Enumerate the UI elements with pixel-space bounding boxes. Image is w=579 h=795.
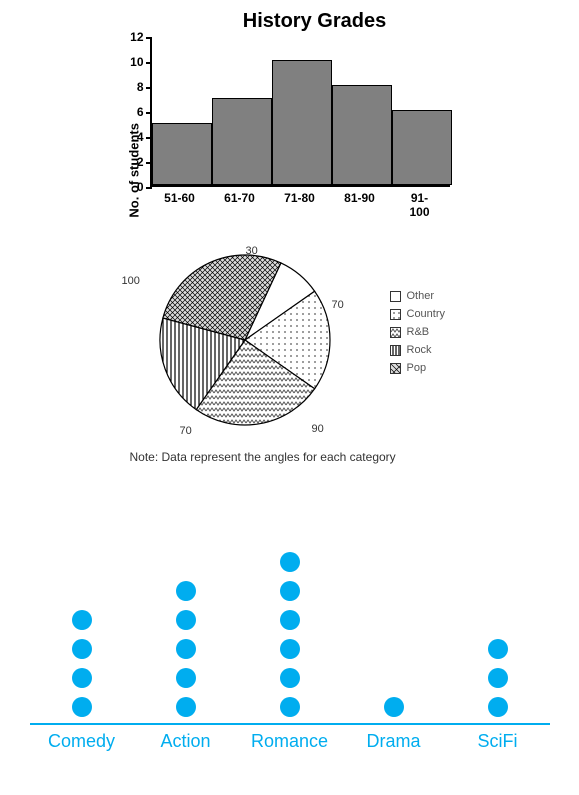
pie-legend-item: Pop <box>390 362 446 374</box>
pie-legend-swatch <box>390 345 401 356</box>
dot-plot-category-label: Drama <box>366 731 420 752</box>
dot-plot-dot <box>176 581 196 601</box>
pie-slice-value-label: 90 <box>312 423 324 435</box>
bar-chart-category-label: 81-90 <box>344 191 375 205</box>
pie-legend-item: R&B <box>390 326 446 338</box>
pie-legend-label: Country <box>407 308 446 320</box>
bar-chart-ytick-label: 8 <box>124 80 144 94</box>
music-pie-chart: 30 70 90 70 100 Other Country R&B Rock Pop Note:… <box>60 245 520 485</box>
bar-chart-ytick-label: 0 <box>124 180 144 194</box>
pie-slice-value-label: 70 <box>180 425 192 437</box>
dot-plot-dot <box>280 639 300 659</box>
dot-plot-dot <box>384 697 404 717</box>
pie-legend-label: Rock <box>407 344 432 356</box>
bar-chart-plot-area: 024681012 <box>150 37 450 187</box>
bar-chart-bar <box>272 60 332 185</box>
dot-plot-dot <box>280 581 300 601</box>
pie-legend-item: Other <box>390 290 446 302</box>
bar-chart-bar <box>332 85 392 185</box>
pie-legend-item: Rock <box>390 344 446 356</box>
bar-chart-ytick-label: 6 <box>124 105 144 119</box>
dot-plot-dot <box>176 610 196 630</box>
pie-legend-label: R&B <box>407 326 430 338</box>
bar-chart-category-label: 61-70 <box>224 191 255 205</box>
dot-plot-x-axis: Comedy Action Romance Drama SciFi <box>30 725 550 755</box>
dot-plot-category-label: Comedy <box>48 731 115 752</box>
bar-chart-ytick-label: 12 <box>124 30 144 44</box>
movie-genre-dot-plot: Comedy Action Romance Drama SciFi <box>30 535 550 795</box>
dot-plot-dot <box>488 668 508 688</box>
bar-chart-title: History Grades <box>140 10 490 33</box>
bar-chart-bar <box>212 98 272 186</box>
pie-legend-swatch <box>390 327 401 338</box>
bar-chart-ytick-label: 4 <box>124 130 144 144</box>
history-grades-bar-chart: History Grades No. of students 024681012… <box>90 10 490 209</box>
dot-plot-dot <box>280 668 300 688</box>
pie-chart-plot-area <box>150 245 340 435</box>
bar-chart-ytick <box>146 87 152 89</box>
pie-legend-label: Other <box>407 290 435 302</box>
bar-chart-bar <box>392 110 452 185</box>
dot-plot-dot <box>280 610 300 630</box>
dot-plot-dot <box>72 697 92 717</box>
pie-slice-value-label: 70 <box>332 299 344 311</box>
pie-legend-swatch <box>390 309 401 320</box>
bar-chart-x-axis: 51-6061-7071-8081-9091-100 <box>150 187 450 209</box>
pie-slice-value-label: 100 <box>122 275 140 287</box>
bar-chart-category-label: 51-60 <box>164 191 195 205</box>
dot-plot-category-label: SciFi <box>478 731 518 752</box>
dot-plot-dot <box>176 639 196 659</box>
pie-legend-swatch <box>390 291 401 302</box>
bar-chart-ytick <box>146 62 152 64</box>
bar-chart-category-label: 71-80 <box>284 191 315 205</box>
bar-chart-bar <box>152 123 212 186</box>
dot-plot-dot <box>280 552 300 572</box>
dot-plot-category-label: Action <box>160 731 210 752</box>
dot-plot-dot <box>72 668 92 688</box>
pie-legend-label: Pop <box>407 362 427 374</box>
dot-plot-dot <box>280 697 300 717</box>
dot-plot-dot <box>72 610 92 630</box>
dot-plot-dot <box>176 697 196 717</box>
bar-chart-ytick <box>146 112 152 114</box>
pie-chart-note: Note: Data represent the angles for each… <box>130 450 396 464</box>
dot-plot-dot <box>488 639 508 659</box>
bar-chart-ytick-label: 2 <box>124 155 144 169</box>
pie-legend-item: Country <box>390 308 446 320</box>
bar-chart-ytick <box>146 37 152 39</box>
bar-chart-ytick-label: 10 <box>124 55 144 69</box>
pie-legend-swatch <box>390 363 401 374</box>
dot-plot-category-label: Romance <box>251 731 328 752</box>
dot-plot-dot <box>72 639 92 659</box>
pie-chart-legend: Other Country R&B Rock Pop <box>390 290 446 380</box>
dot-plot-dot <box>488 697 508 717</box>
dot-plot-dot <box>176 668 196 688</box>
pie-slice-value-label: 30 <box>246 245 258 257</box>
bar-chart-category-label: 91-100 <box>405 191 435 219</box>
